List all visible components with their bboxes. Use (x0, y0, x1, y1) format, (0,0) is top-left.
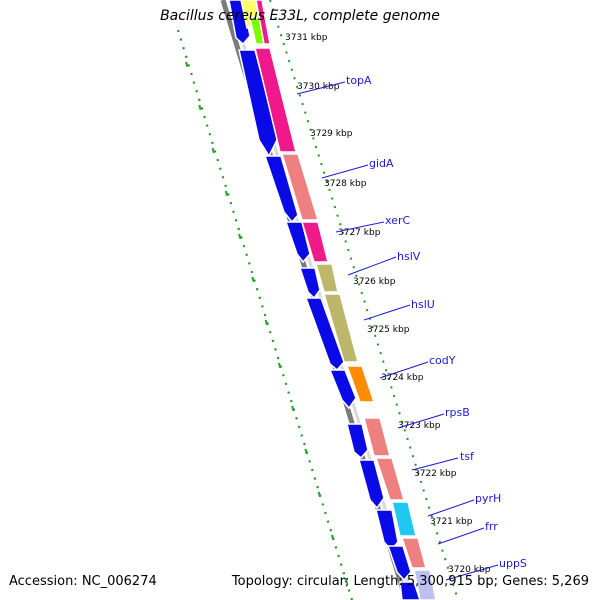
leader-line (335, 221, 385, 233)
gene-label-gidA: gidA (369, 157, 394, 170)
gene-arrow (263, 155, 299, 224)
tick-label: 3730 kbp (297, 82, 340, 92)
leader-line (437, 527, 485, 545)
gene-hslV (315, 263, 339, 293)
leader-line (296, 81, 346, 95)
leader-line (347, 256, 397, 276)
gene-label-topA: topA (346, 74, 372, 87)
reverse-strand-genes (228, 0, 421, 600)
gene-topA (254, 47, 297, 153)
tick-label: 3724 kbp (381, 373, 424, 383)
gene-label-pyrH: pyrH (475, 492, 501, 505)
tick-label: 3727 kbp (338, 228, 381, 238)
tick-label: 3728 kbp (324, 179, 367, 189)
gene-arrow (346, 423, 369, 460)
tick-label: 3729 kbp (310, 129, 353, 139)
map-title: Bacillus cereus E33L, complete genome (160, 8, 440, 24)
leader-line (363, 304, 411, 321)
leader-line (445, 564, 499, 581)
tick-labels: 3731 kbp 3730 kbp 3729 kbp 3728 kbp 3727… (285, 33, 491, 575)
genome-summary-label: Topology: circular; Length: 5,300,915 bp… (231, 574, 589, 589)
gene-label-hslU: hslU (411, 298, 435, 311)
gene-arrow (358, 459, 385, 510)
accession-label: Accession: NC_006274 (9, 574, 157, 589)
gene-hslU (322, 293, 359, 363)
gene-label-leaders (296, 81, 499, 581)
gene-label-codY: codY (429, 354, 456, 367)
gene-block (255, 0, 271, 45)
leader-line (379, 361, 429, 379)
gene-arrow (298, 267, 321, 300)
tick-label: 3723 kbp (398, 421, 441, 431)
tick-label: 3722 kbp (414, 469, 457, 479)
outer-dotted-track-dash (184, 61, 354, 600)
tick-label: 3725 kbp (367, 325, 410, 335)
tick-label: 3720 kbp (448, 565, 491, 575)
gene-gidA (280, 153, 320, 221)
gene-tsf (374, 457, 405, 501)
gene-label-uppS: uppS (499, 557, 527, 570)
gene-xerC (300, 221, 329, 263)
leader-line (321, 164, 369, 179)
gene-label-tsf: tsf (460, 450, 475, 463)
gene-label-rpsB: rpsB (445, 406, 470, 419)
gene-pyrH (391, 501, 417, 537)
leader-line (411, 457, 459, 471)
forward-strand-genes (240, 0, 437, 600)
gene-labels: topA gidA xerC hslV hslU codY rpsB tsf p… (346, 74, 527, 570)
tick-label: 3731 kbp (285, 33, 328, 43)
gene-uppS (413, 569, 437, 600)
gene-arrow (284, 221, 311, 264)
gene-rpsB (363, 417, 391, 457)
leader-line (397, 413, 445, 429)
gene-label-frr: frr (485, 520, 498, 533)
gene-label-xerC: xerC (385, 214, 410, 227)
gene-arrow (304, 297, 345, 372)
gene-arrow (238, 49, 279, 158)
outer-dotted-track (176, 29, 354, 600)
gene-arrow (328, 369, 357, 410)
gene-arrow (386, 545, 412, 582)
leader-line (427, 499, 475, 517)
tick-label: 3726 kbp (353, 277, 396, 287)
gene-label-hslV: hslV (397, 250, 421, 263)
gene-arrow (399, 581, 421, 600)
gene-codY (345, 365, 376, 403)
gene-frr (400, 537, 427, 569)
tick-label: 3721 kbp (430, 517, 473, 527)
inner-dotted-track (269, 0, 459, 600)
